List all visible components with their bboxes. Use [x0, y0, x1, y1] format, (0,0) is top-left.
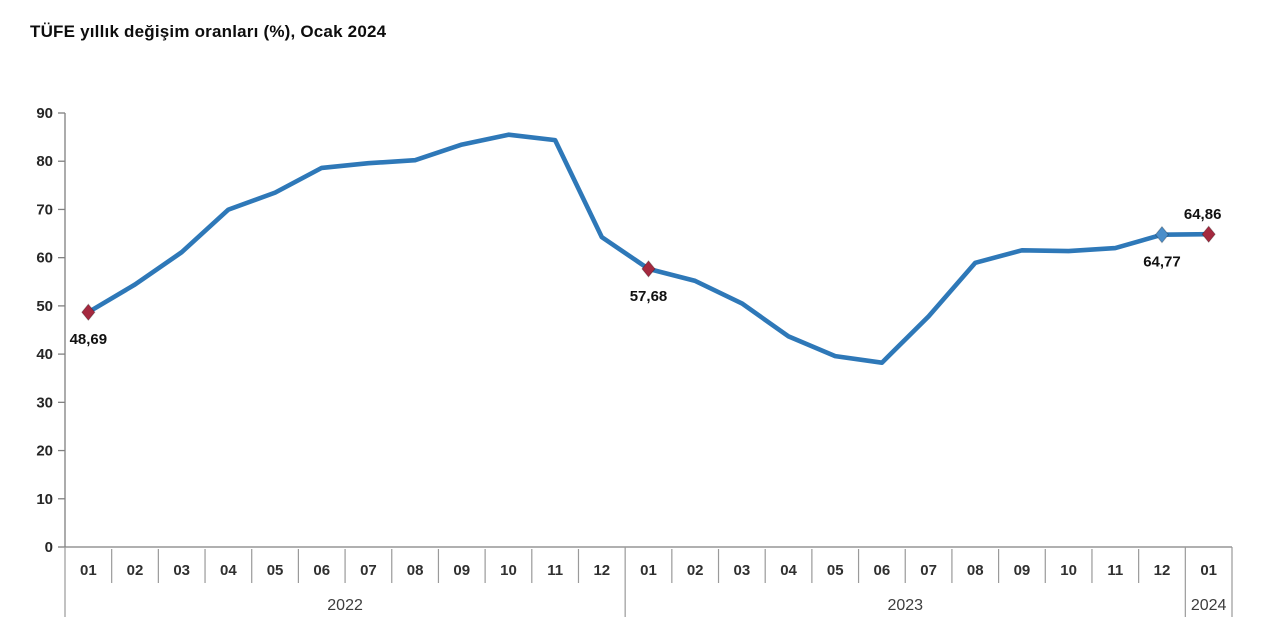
x-axis-month-label: 01	[640, 562, 657, 579]
y-axis-tick-label: 30	[36, 394, 53, 411]
y-axis-tick-label: 40	[36, 346, 53, 363]
x-axis-month-label: 11	[1107, 562, 1123, 579]
x-axis-month-label: 08	[967, 562, 984, 579]
x-axis-month-label: 02	[687, 562, 704, 579]
x-axis-month-label: 05	[827, 562, 844, 579]
x-axis-month-label: 10	[500, 562, 517, 579]
x-axis-month-label: 09	[453, 562, 470, 579]
y-axis-tick-label: 0	[45, 539, 53, 556]
point-marker	[641, 260, 656, 278]
x-axis-month-label: 01	[80, 562, 97, 579]
y-axis-tick-label: 60	[36, 250, 53, 267]
x-axis-year-label: 2024	[1191, 597, 1227, 614]
point-value-label: 64,86	[1184, 206, 1222, 223]
x-axis-month-label: 10	[1060, 562, 1077, 579]
point-marker	[1154, 225, 1170, 244]
x-axis-month-label: 03	[734, 562, 751, 579]
y-axis-tick-label: 10	[36, 491, 53, 508]
y-axis-tick-label: 90	[36, 105, 53, 122]
x-axis-month-label: 04	[220, 562, 237, 579]
x-axis-year-label: 2023	[887, 597, 923, 614]
x-axis-month-label: 06	[874, 562, 891, 579]
y-axis-tick-label: 20	[36, 443, 53, 460]
y-axis-tick-label: 70	[36, 201, 53, 218]
y-axis-tick-label: 80	[36, 153, 53, 170]
point-marker	[81, 303, 96, 321]
point-value-label: 64,77	[1143, 254, 1181, 271]
x-axis-month-label: 07	[360, 562, 377, 579]
x-axis-year-label: 2022	[327, 597, 363, 614]
point-value-label: 48,69	[70, 331, 108, 348]
x-axis-month-label: 07	[920, 562, 937, 579]
x-axis-month-label: 09	[1014, 562, 1031, 579]
x-axis-month-label: 06	[313, 562, 330, 579]
x-axis-month-label: 05	[267, 562, 284, 579]
x-axis-month-label: 12	[1154, 562, 1171, 579]
x-axis-month-label: 12	[593, 562, 610, 579]
y-axis-tick-label: 50	[36, 298, 53, 315]
x-axis-month-label: 01	[1200, 562, 1217, 579]
point-marker	[1201, 225, 1216, 244]
chart-title: TÜFE yıllık değişim oranları (%), Ocak 2…	[30, 22, 387, 41]
x-axis-month-label: 02	[127, 562, 144, 579]
x-axis-month-label: 11	[547, 562, 563, 579]
x-axis-month-label: 04	[780, 562, 797, 579]
point-value-label: 57,68	[630, 288, 668, 305]
x-axis-month-label: 08	[407, 562, 424, 579]
tufe-series-line	[86, 132, 1211, 366]
x-axis-month-label: 03	[173, 562, 190, 579]
